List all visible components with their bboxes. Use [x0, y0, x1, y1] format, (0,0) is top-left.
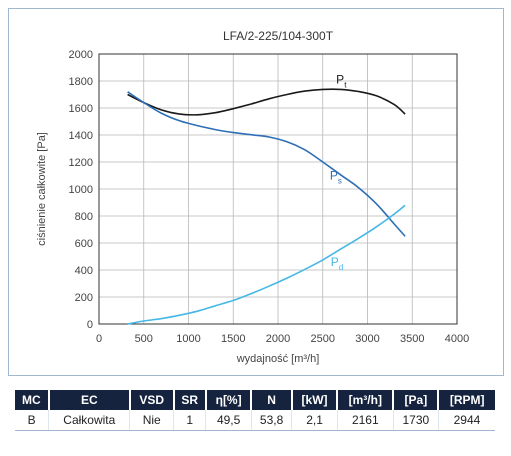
x-tick-label: 4000 [445, 333, 469, 345]
header-flow: [m³/h] [336, 390, 394, 410]
series-line-pt [127, 88, 406, 116]
fan-curve-chart: 0 200 400 600 800 1000 1200 1400 1600 1800 2000 0 50… [36, 29, 469, 365]
y-tick-label: 1000 [69, 184, 93, 196]
cell-sr: 1 [173, 410, 206, 431]
x-tick-label: 0 [96, 333, 102, 345]
y-tick-label: 0 [87, 319, 93, 331]
y-tick-label: 200 [75, 292, 93, 304]
x-tick-label: 2000 [266, 333, 290, 345]
x-tick-label: 2500 [311, 333, 335, 345]
y-tick-label: 1800 [69, 76, 93, 88]
cell-vsd: Nie [129, 410, 174, 431]
spec-table: MC EC VSD SR η[%] N [kW] [m³/h] [Pa] [RP… [15, 390, 495, 431]
y-tick-label: 1600 [69, 103, 93, 115]
x-tick-label: 3500 [400, 333, 424, 345]
y-axis-label: ciśnienie całkowite [Pa] [36, 132, 48, 246]
x-tick-label: 500 [135, 333, 153, 345]
x-axis-label: wydajność [m³/h] [236, 353, 320, 365]
header-n: N [250, 390, 292, 410]
y-tick-label: 2000 [69, 49, 93, 61]
y-tick-label: 400 [75, 265, 93, 277]
x-tick-label: 3000 [355, 333, 379, 345]
series-label-pt: Pt [336, 73, 347, 90]
chart-frame: 0 200 400 600 800 1000 1200 1400 1600 1800 2000 0 50… [8, 8, 504, 376]
header-ec: EC [47, 390, 130, 410]
plot-border [98, 53, 458, 325]
series-label-pd: Pd [331, 255, 343, 272]
header-efficiency: η[%] [204, 390, 252, 410]
header-kw: [kW] [290, 390, 338, 410]
y-tick-label: 1200 [69, 157, 93, 169]
x-tick-label: 1500 [221, 333, 245, 345]
series-line-pd [127, 204, 406, 325]
header-mc: MC [15, 390, 49, 410]
cell-mc: B [15, 410, 49, 431]
y-tick-label: 800 [75, 211, 93, 223]
cell-ec: Całkowita [48, 410, 130, 431]
header-pressure: [Pa] [392, 390, 439, 410]
series-line-ps [127, 91, 406, 237]
table-row: B Całkowita Nie 1 49,5 53,8 2,1 2161 173… [15, 410, 495, 431]
cell-flow: 2161 [336, 410, 394, 431]
cell-kw: 2,1 [291, 410, 338, 431]
cell-pressure: 1730 [392, 410, 439, 431]
cell-rpm: 2944 [437, 410, 495, 431]
header-sr: SR [172, 390, 206, 410]
cell-efficiency: 49,5 [205, 410, 252, 431]
header-rpm: [RPM] [437, 390, 495, 410]
table-header-row: MC EC VSD SR η[%] N [kW] [m³/h] [Pa] [RP… [15, 390, 495, 410]
y-tick-label: 600 [75, 238, 93, 250]
x-tick-label: 1000 [176, 333, 200, 345]
header-vsd: VSD [128, 390, 174, 410]
chart-title: LFA/2-225/104-300T [223, 29, 334, 43]
cell-n: 53,8 [250, 410, 292, 431]
series-label-ps: Ps [330, 169, 342, 186]
y-tick-label: 1400 [69, 130, 93, 142]
